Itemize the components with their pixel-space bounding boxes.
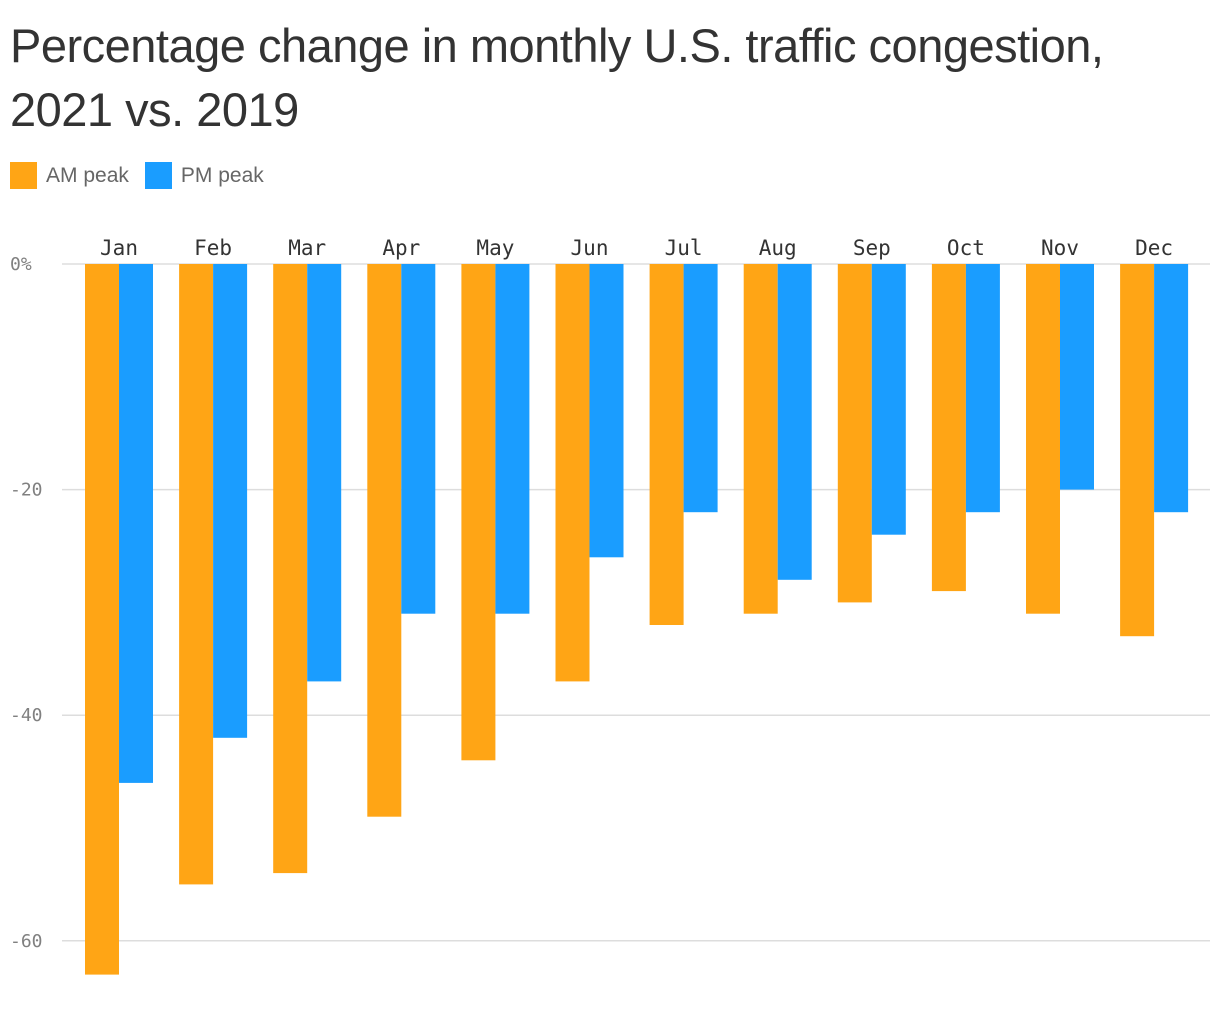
bar-am-peak-sep xyxy=(837,264,872,603)
y-tick-label: -40 xyxy=(10,705,43,726)
x-category-label-dec: Dec xyxy=(1135,236,1173,260)
x-category-label-jan: Jan xyxy=(100,236,138,260)
bar-pm-peak-oct xyxy=(965,264,1000,513)
bar-pm-peak-feb xyxy=(213,264,248,738)
bar-am-peak-oct xyxy=(931,264,966,592)
x-category-label-apr: Apr xyxy=(382,236,420,260)
y-tick-label: 0% xyxy=(10,254,32,275)
gridlines xyxy=(62,263,1210,942)
bar-pm-peak-dec xyxy=(1154,264,1189,513)
legend-item-am-peak: AM peak xyxy=(10,162,129,189)
bar-pm-peak-jun xyxy=(589,264,624,558)
legend-item-pm-peak: PM peak xyxy=(144,162,264,189)
bar-am-peak-aug xyxy=(743,264,778,614)
bar-am-peak-feb xyxy=(179,264,214,885)
x-category-label-nov: Nov xyxy=(1041,236,1079,260)
y-tick-label: -20 xyxy=(10,480,43,501)
legend-swatch-pm-peak xyxy=(144,162,172,189)
legend-label-am-peak: AM peak xyxy=(46,163,129,187)
x-category-label-may: May xyxy=(476,236,514,260)
chart-title: Percentage change in monthly U.S. traffi… xyxy=(10,19,1104,136)
legend-swatch-am-peak xyxy=(10,162,37,189)
chart-legend: AM peak PM peak xyxy=(10,162,280,189)
bar-pm-peak-mar xyxy=(307,264,342,682)
x-category-label-mar: Mar xyxy=(288,236,326,260)
x-category-label-feb: Feb xyxy=(194,236,232,260)
bar-pm-peak-may xyxy=(495,264,530,614)
x-category-label-jun: Jun xyxy=(571,236,609,260)
bar-pm-peak-aug xyxy=(777,264,812,580)
bar-pm-peak-jul xyxy=(683,264,718,513)
x-category-label-aug: Aug xyxy=(759,236,797,260)
labels: 0% -20 -40 -60 Jan Feb Mar Apr May Jun Jul Aug Sep Oc… xyxy=(10,236,1173,952)
bar-am-peak-jun xyxy=(555,264,590,682)
bar-am-peak-apr xyxy=(367,264,402,817)
bar-pm-peak-nov xyxy=(1060,264,1094,490)
bar-am-peak-jul xyxy=(649,264,684,625)
bar-pm-peak-sep xyxy=(871,264,906,535)
bar-am-peak-may xyxy=(461,264,496,761)
bar-pm-peak-apr xyxy=(401,264,436,614)
x-category-label-jul: Jul xyxy=(665,236,703,260)
bar-am-peak-dec xyxy=(1120,264,1155,637)
bar-am-peak-nov xyxy=(1026,264,1060,614)
legend-label-pm-peak: PM peak xyxy=(180,163,264,187)
bar-pm-peak-jan xyxy=(119,264,153,783)
x-category-label-oct: Oct xyxy=(947,236,985,260)
y-tick-label: -60 xyxy=(10,931,43,952)
x-category-label-sep: Sep xyxy=(853,236,891,260)
bar-am-peak-mar xyxy=(273,264,308,874)
bars xyxy=(85,264,1189,975)
bar-am-peak-jan xyxy=(85,264,119,975)
